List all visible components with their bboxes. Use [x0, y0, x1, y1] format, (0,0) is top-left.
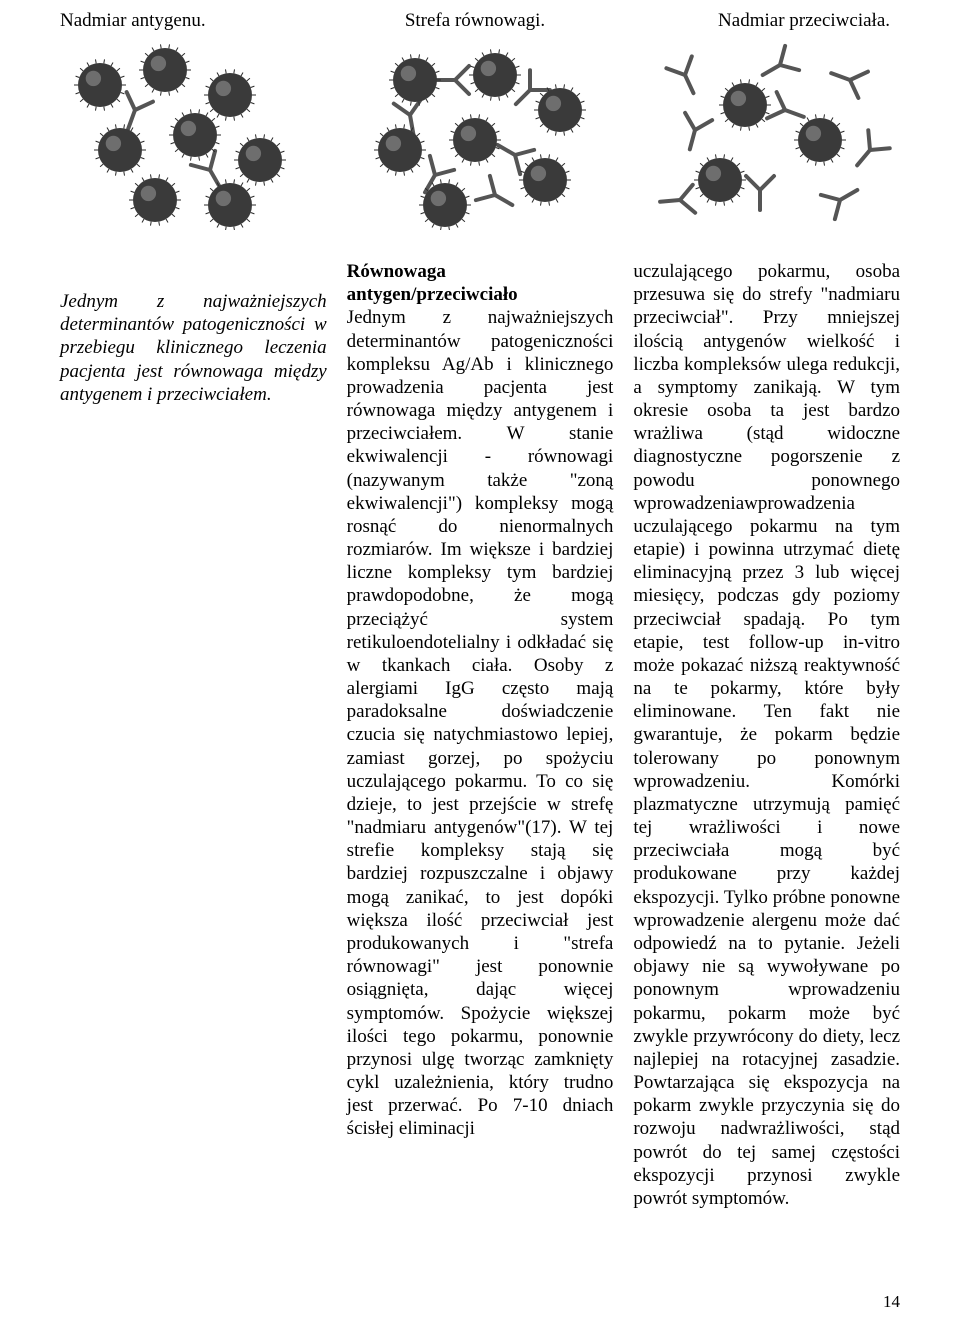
diagram-labels-row: Nadmiar antygenu. Strefa równowagi. Nadm… — [60, 10, 900, 32]
label-antibody-excess: Nadmiar przeciwciała. — [613, 10, 900, 32]
diagram-row — [60, 40, 900, 230]
label-equivalence: Strefa równowagi. — [337, 10, 614, 32]
diagram-equivalence — [355, 40, 605, 230]
right-body: uczulającego pokarmu, osoba przesuwa się… — [633, 261, 900, 1209]
column-left: Jednym z najważniejszych determinantów p… — [60, 260, 327, 1210]
mid-heading: Równowaga antygen/przeciwciało — [347, 260, 614, 306]
left-paragraph: Jednym z najważniejszych determinantów p… — [60, 291, 327, 405]
mid-body: Jednym z najważniejszych determinantów p… — [347, 307, 614, 1139]
label-antigen-excess: Nadmiar antygenu. — [60, 10, 337, 32]
text-columns: Jednym z najważniejszych determinantów p… — [60, 260, 900, 1210]
diagram-antigen-excess — [60, 40, 310, 230]
page-number: 14 — [883, 1292, 900, 1312]
diagram-antibody-excess — [650, 40, 900, 230]
column-middle: Równowaga antygen/przeciwciało Jednym z … — [347, 260, 614, 1210]
column-right: uczulającego pokarmu, osoba przesuwa się… — [633, 260, 900, 1210]
